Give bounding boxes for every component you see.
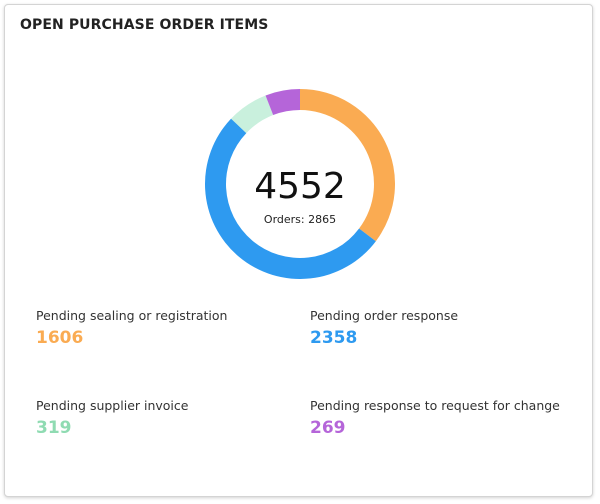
card-title: OPEN PURCHASE ORDER ITEMS: [20, 17, 269, 33]
total-items-value: 4552: [254, 166, 346, 207]
stat-label: Pending order response: [310, 308, 459, 323]
stat-pending-supplier-invoice[interactable]: Pending supplier invoice 319: [36, 398, 296, 439]
stat-label: Pending supplier invoice: [36, 398, 189, 413]
stat-pending-order-response[interactable]: Pending order response 2358: [310, 308, 570, 349]
slice-pending-change-response[interactable]: [265, 89, 300, 116]
stat-value: 319: [36, 418, 72, 438]
slice-pending-order-response[interactable]: [205, 118, 376, 279]
stat-pending-sealing[interactable]: Pending sealing or registration 1606: [36, 308, 296, 349]
slice-pending-sealing[interactable]: [300, 89, 395, 242]
open-po-items-card: OPEN PURCHASE ORDER ITEMS 4552 Orders: 2…: [4, 4, 593, 497]
orders-count-label: Orders: 2865: [263, 213, 337, 226]
stat-value: 1606: [36, 328, 84, 348]
stat-value: 2358: [310, 328, 358, 348]
donut-chart: 4552 Orders: 2865: [205, 89, 395, 279]
stat-label: Pending response to request for change: [310, 398, 560, 413]
stat-pending-change-response[interactable]: Pending response to request for change 2…: [310, 398, 570, 439]
donut-svg: [205, 89, 395, 279]
stat-value: 269: [310, 418, 346, 438]
slice-pending-supplier-invoice[interactable]: [231, 95, 274, 134]
stat-label: Pending sealing or registration: [36, 308, 228, 323]
